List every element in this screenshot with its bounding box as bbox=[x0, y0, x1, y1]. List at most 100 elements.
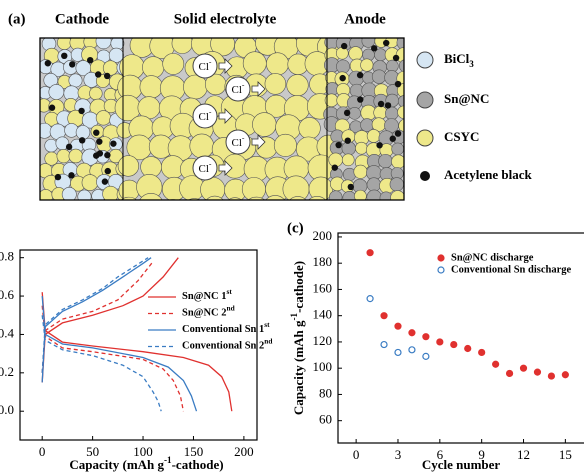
particle bbox=[391, 154, 404, 169]
line bbox=[41, 257, 162, 412]
particle bbox=[398, 59, 404, 73]
particle bbox=[273, 133, 297, 157]
x-tick-label: 3 bbox=[395, 447, 402, 462]
carbon bbox=[104, 167, 111, 175]
point bbox=[519, 364, 528, 372]
particle bbox=[120, 196, 138, 200]
particle bbox=[89, 86, 103, 101]
particle bbox=[162, 53, 185, 75]
particle bbox=[117, 155, 140, 177]
y-tick-label: 80 bbox=[319, 385, 332, 400]
y-tick-label: 0.2 bbox=[0, 364, 14, 379]
particle bbox=[385, 106, 399, 121]
legend-label: BiCl3 bbox=[444, 51, 474, 69]
particle bbox=[298, 117, 321, 140]
x-tick-label: 50 bbox=[86, 444, 99, 459]
particle bbox=[137, 96, 161, 120]
chart: 0 3 6 9 12 15 60 80 100 120 140 160 180 200 Cycle numb… bbox=[287, 220, 584, 472]
arrow bbox=[251, 81, 266, 97]
particle bbox=[228, 197, 242, 200]
panel-a: (a) Cathode Solid electrolyte Anode Cl- C… bbox=[8, 11, 533, 201]
y-tick-label: 140 bbox=[313, 307, 333, 322]
particle bbox=[336, 59, 350, 74]
particle bbox=[189, 133, 215, 159]
particle bbox=[252, 112, 277, 137]
region-label: Anode bbox=[344, 11, 386, 27]
carbon bbox=[335, 141, 342, 149]
x-tick-label: 0 bbox=[353, 447, 360, 462]
point bbox=[394, 348, 402, 357]
particle bbox=[188, 198, 201, 200]
particle bbox=[40, 122, 53, 139]
carbon bbox=[101, 178, 109, 185]
point bbox=[547, 372, 556, 380]
particle bbox=[371, 69, 387, 84]
plot-frame bbox=[19, 249, 258, 441]
particle bbox=[390, 190, 404, 200]
particle bbox=[205, 195, 224, 200]
carbon bbox=[104, 151, 111, 159]
legend-swatch bbox=[420, 171, 430, 181]
particle bbox=[389, 177, 404, 192]
carbon bbox=[384, 102, 392, 109]
plot-frame bbox=[337, 232, 584, 444]
carbon bbox=[93, 152, 100, 159]
particle bbox=[366, 129, 381, 143]
y-tick-label: 180 bbox=[313, 254, 333, 269]
carbon bbox=[61, 52, 68, 60]
particle bbox=[68, 148, 83, 164]
region-label: Solid electrolyte bbox=[174, 11, 277, 27]
y-tick-label: 160 bbox=[313, 280, 333, 295]
legend-swatch bbox=[437, 254, 445, 262]
carbon bbox=[394, 130, 402, 137]
legend-swatch bbox=[437, 266, 445, 274]
point bbox=[408, 329, 416, 337]
carbon bbox=[48, 104, 56, 111]
particle bbox=[266, 52, 289, 76]
particle bbox=[139, 193, 163, 200]
arrow bbox=[251, 134, 266, 150]
particle bbox=[391, 142, 404, 156]
particle bbox=[139, 75, 163, 99]
y-tick-label: 120 bbox=[313, 333, 333, 348]
carbon bbox=[78, 107, 85, 115]
point bbox=[366, 249, 374, 257]
point bbox=[394, 322, 402, 330]
ion bbox=[225, 129, 251, 155]
legend-swatch bbox=[416, 129, 434, 147]
y-tick-label: 0.0 bbox=[0, 402, 14, 417]
point bbox=[533, 368, 542, 376]
x-tick-label: 12 bbox=[517, 447, 530, 462]
carbon bbox=[103, 72, 111, 80]
particle bbox=[378, 153, 393, 169]
legend-label: Sn@NC 1st bbox=[182, 287, 232, 302]
carbon bbox=[54, 173, 62, 181]
particle bbox=[342, 190, 357, 200]
point bbox=[380, 340, 388, 349]
carbon bbox=[394, 80, 402, 88]
carbon bbox=[371, 45, 378, 52]
particle bbox=[95, 110, 112, 126]
x-tick-label: 0 bbox=[39, 444, 46, 459]
ion bbox=[225, 76, 251, 102]
particle bbox=[81, 174, 99, 191]
carbon bbox=[44, 60, 52, 67]
particle bbox=[183, 74, 208, 100]
point bbox=[478, 348, 486, 357]
carbon bbox=[343, 109, 351, 117]
particle bbox=[286, 74, 309, 97]
point bbox=[492, 360, 500, 368]
y-tick-label: 60 bbox=[319, 412, 332, 427]
particle bbox=[142, 56, 165, 79]
ion-label: Cl- bbox=[232, 80, 245, 95]
carbon bbox=[69, 61, 76, 68]
particle bbox=[398, 118, 404, 134]
arrow bbox=[218, 108, 233, 124]
carbon bbox=[383, 39, 390, 47]
particle bbox=[366, 177, 382, 192]
carbon bbox=[65, 143, 73, 151]
particle bbox=[48, 84, 65, 100]
line bbox=[41, 257, 233, 412]
particle bbox=[95, 38, 112, 50]
point bbox=[436, 338, 444, 346]
